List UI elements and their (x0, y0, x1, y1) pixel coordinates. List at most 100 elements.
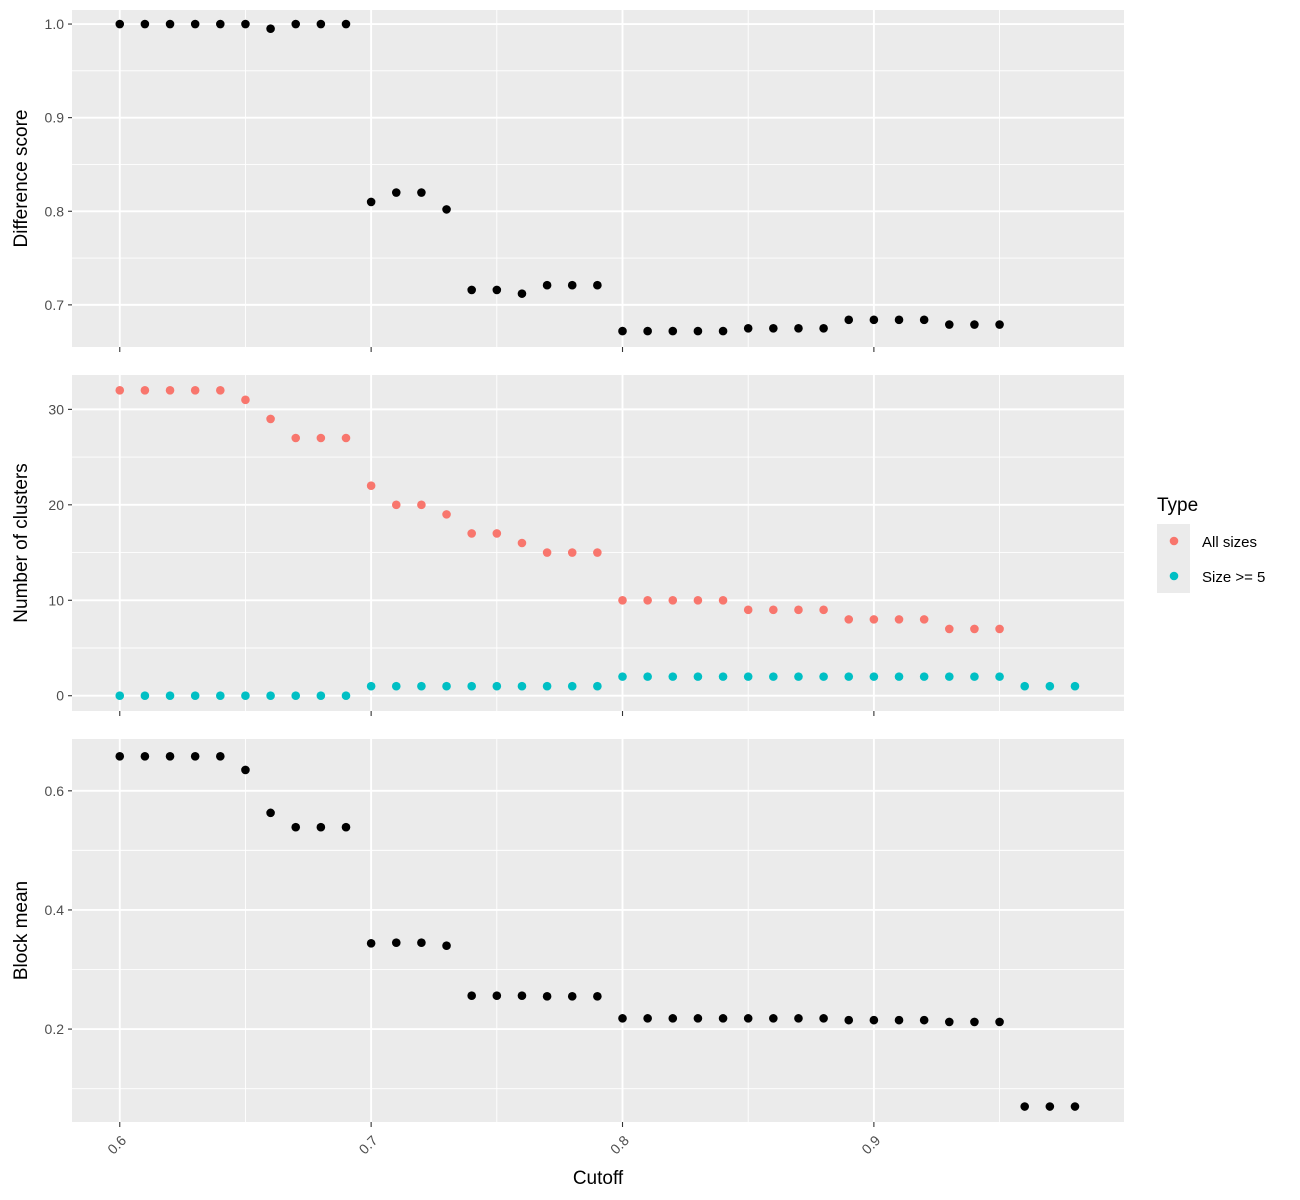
data-point (819, 605, 828, 615)
data-point (241, 395, 250, 405)
data-point (844, 315, 854, 325)
data-point (693, 672, 703, 681)
data-point (190, 751, 200, 761)
data-point (1045, 1102, 1055, 1111)
x-tick-label: 0.9 (858, 1132, 883, 1157)
data-point (944, 624, 954, 634)
data-point (593, 992, 602, 1001)
data-point (316, 19, 326, 29)
y-tick-label: 20 (48, 497, 64, 513)
data-point (165, 751, 175, 761)
data-point (140, 385, 150, 395)
data-point (769, 1014, 778, 1023)
data-point (216, 751, 225, 761)
data-point (844, 1015, 854, 1025)
data-point (417, 188, 426, 197)
legend-key (1169, 571, 1179, 581)
data-point (693, 595, 703, 605)
series-2 (115, 672, 1080, 701)
data-point (919, 615, 929, 624)
data-point (944, 672, 954, 681)
data-point (718, 595, 728, 605)
data-point (643, 1014, 652, 1023)
data-point (417, 681, 426, 691)
data-point (442, 681, 451, 691)
data-point (869, 615, 879, 624)
data-point (366, 681, 376, 691)
y-tick-label: 0.2 (45, 1021, 65, 1037)
data-point (819, 323, 828, 333)
data-point (995, 672, 1004, 681)
data-point (467, 991, 476, 1001)
data-point (567, 280, 577, 290)
data-point (492, 285, 502, 295)
legend-key (1169, 536, 1179, 546)
series-1 (115, 751, 1080, 1111)
data-point (341, 822, 351, 832)
data-point (995, 624, 1004, 634)
data-point (316, 691, 326, 701)
panels: 0.7 0.8 0.9 1.0 Difference score 0 10 20 30 Numbe… (11, 10, 1124, 1127)
data-point (140, 19, 150, 29)
data-point (241, 19, 250, 29)
data-point (542, 280, 552, 290)
data-point (391, 188, 401, 197)
data-point (567, 681, 577, 691)
data-point (718, 672, 728, 681)
y-tick-label: 0.7 (45, 297, 65, 313)
data-point (970, 320, 979, 329)
panel-2: 0 10 20 30 Number of clusters (11, 375, 1124, 716)
data-point (643, 672, 652, 681)
data-point (618, 326, 627, 336)
y-tick-label: 10 (48, 592, 64, 608)
data-point (266, 808, 275, 818)
data-point (844, 615, 854, 624)
data-point (291, 433, 301, 443)
data-point (492, 529, 502, 538)
data-point (944, 320, 954, 329)
data-point (567, 992, 577, 1001)
data-point (341, 433, 351, 443)
data-point (492, 991, 502, 1001)
data-point (542, 992, 552, 1001)
x-axis-title: Cutoff (573, 1168, 624, 1189)
data-point (668, 326, 678, 336)
data-point (819, 672, 828, 681)
data-point (266, 24, 275, 34)
data-point (794, 1014, 803, 1023)
data-point (894, 1015, 904, 1025)
data-point (668, 1014, 678, 1023)
data-point (869, 315, 879, 325)
data-point (567, 548, 577, 557)
y-axis-title: Number of clusters (11, 463, 32, 622)
data-point (216, 385, 225, 395)
y-tick-label: 0.4 (45, 902, 65, 918)
data-point (442, 941, 451, 950)
data-point (341, 691, 351, 701)
data-point (944, 1017, 954, 1027)
data-point (668, 672, 678, 681)
y-tick-label: 0 (56, 688, 64, 704)
data-point (794, 605, 803, 615)
data-point (216, 691, 225, 701)
series-1 (115, 385, 1004, 634)
data-point (819, 1014, 828, 1023)
data-point (844, 672, 854, 681)
data-point (517, 538, 527, 548)
panel-3: 0.2 0.4 0.6 Block mean (11, 739, 1124, 1127)
data-point (115, 751, 125, 761)
data-point (1045, 681, 1055, 691)
data-point (517, 991, 527, 1001)
data-point (593, 280, 602, 290)
data-point (115, 19, 125, 29)
data-point (291, 691, 301, 701)
data-point (593, 681, 602, 691)
data-point (718, 1014, 728, 1023)
data-point (417, 938, 426, 948)
data-point (467, 529, 476, 538)
data-point (618, 672, 627, 681)
data-point (970, 1017, 979, 1027)
data-point (442, 510, 451, 519)
legend-label: Size >= 5 (1202, 569, 1265, 586)
data-point (391, 500, 401, 510)
